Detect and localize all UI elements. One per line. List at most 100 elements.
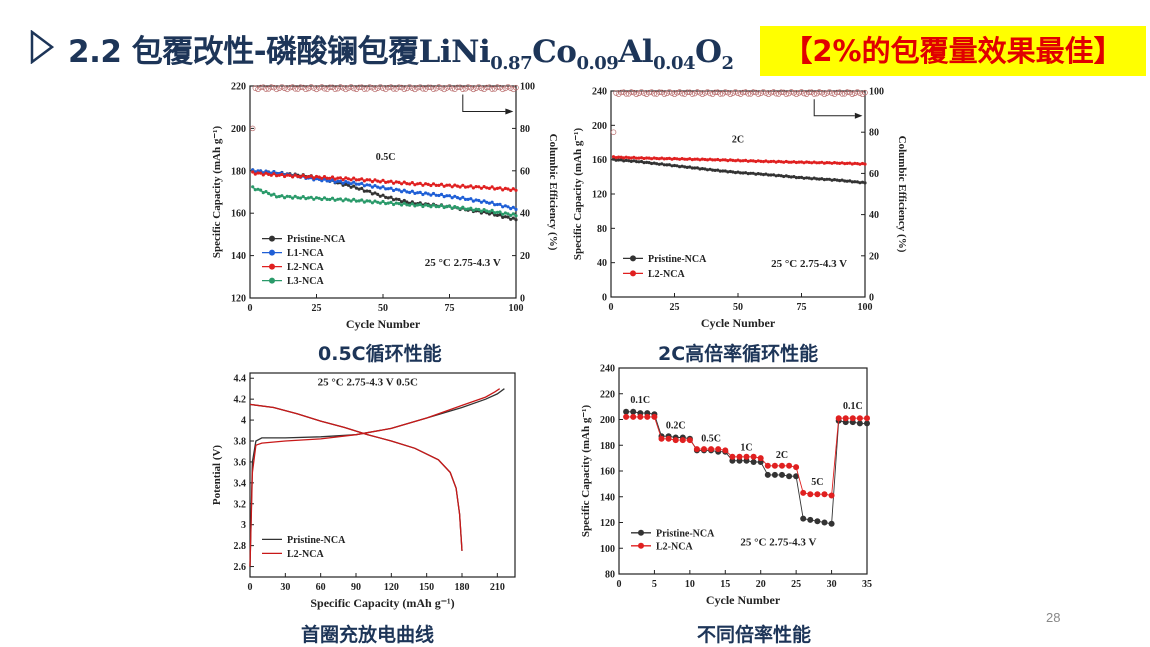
y-tick-label: 220 [231, 82, 246, 93]
rate-point [800, 489, 807, 496]
efficiency-point [460, 86, 466, 92]
efficiency-point [308, 84, 314, 90]
triangle-bullet-icon [30, 30, 54, 64]
rate-point [771, 471, 778, 478]
efficiency-point [476, 84, 482, 90]
efficiency-point [454, 84, 461, 91]
efficiency-point [438, 85, 445, 91]
efficiency-point [707, 90, 713, 97]
plot-frame [249, 372, 516, 578]
condition-label: 25 °C 2.75-4.3 V [740, 537, 816, 549]
y-tick-label: 3.6 [234, 457, 247, 468]
y-tick-label: 160 [592, 155, 607, 166]
x-tick-label: 5 [652, 579, 657, 590]
efficiency-point [623, 91, 629, 97]
efficiency-point [633, 91, 640, 97]
rate-point [672, 437, 679, 444]
efficiency-point [396, 84, 402, 90]
efficiency-point [449, 85, 455, 92]
y-tick-label: 120 [592, 190, 607, 201]
legend-label: L2-NCA [648, 269, 685, 280]
efficiency-point [268, 84, 275, 90]
rate-point [779, 462, 785, 469]
efficiency-point [806, 89, 812, 96]
efficiency-point [735, 90, 741, 97]
efficiency-point [420, 86, 426, 92]
efficiency-point [839, 91, 845, 97]
y-tick-label: 4.4 [234, 374, 247, 385]
x-tick-label: 50 [378, 303, 388, 314]
efficiency-point [499, 86, 506, 93]
rate-point [842, 415, 849, 422]
rate-point [686, 437, 693, 444]
rate-point [736, 453, 743, 460]
efficiency-point [257, 84, 264, 91]
x-tick-label: 25 [791, 579, 801, 590]
efficiency-point [768, 89, 774, 96]
rate-point [864, 415, 870, 422]
efficiency-point [366, 84, 373, 90]
y-tick-label: 180 [600, 441, 615, 452]
efficiency-point [305, 85, 312, 92]
rate-point [630, 413, 637, 420]
efficiency-point [279, 84, 285, 90]
efficiency-point [350, 85, 357, 92]
y-tick-label: 4.2 [234, 395, 247, 406]
efficiency-point [773, 90, 779, 97]
efficiency-point [470, 86, 477, 93]
efficiency-point [369, 84, 376, 91]
efficiency-point [436, 84, 442, 90]
rate-point [800, 515, 807, 522]
slide-header: 2.2 包覆改性-磷酸镧包覆LiNi0.87Co0.09Al0.04O2 【2%… [0, 0, 1150, 90]
legend-label: Pristine-NCA [656, 528, 715, 539]
legend-label: L3-NCA [287, 276, 324, 287]
x-tick-label: 180 [455, 582, 470, 593]
efficiency-point [473, 85, 479, 91]
formula-o: O [695, 34, 722, 70]
efficiency-point [628, 89, 635, 95]
condition-label: 25 °C 2.75-4.3 V [771, 258, 847, 270]
x-tick-label: 75 [797, 302, 807, 313]
x-tick-label: 20 [756, 579, 766, 590]
rate-point [651, 413, 658, 420]
legend-label: L1-NCA [287, 248, 324, 259]
efficiency-point [406, 84, 413, 90]
efficiency-point [674, 90, 680, 96]
efficiency-point [425, 84, 431, 90]
condition-label: 25 °C 2.75-4.3 V [425, 257, 501, 269]
efficiency-point [689, 91, 696, 97]
efficiency-point [740, 89, 746, 96]
y2-tick-label: 60 [520, 166, 530, 177]
chart-charge-discharge: 0 30 60 90 120 150 180 210 2.6 2.8 3 3.2 3.4 3.6 3.8 4 4… [211, 372, 516, 610]
x-tick-label: 50 [733, 302, 743, 313]
rate-series-line [626, 411, 867, 525]
x-tick-label: 150 [419, 582, 434, 593]
y2-tick-label: 40 [869, 210, 879, 221]
rate-point [623, 413, 630, 420]
caption-0-5c: 0.5C循环性能 [318, 343, 442, 365]
efficiency-point [666, 89, 673, 95]
legend-label: Pristine-NCA [287, 234, 346, 245]
x-tick-label: 25 [670, 302, 680, 313]
x-tick-label: 0 [609, 302, 614, 313]
formula-al: Al [618, 34, 654, 70]
efficiency-point [712, 89, 718, 96]
rate-point [814, 518, 821, 525]
y-tick-label: 140 [231, 251, 246, 262]
efficiency-point [489, 86, 495, 92]
efficiency-point [340, 85, 346, 91]
y-axis-label: Potential (V) [211, 445, 223, 506]
rate-point [708, 446, 715, 453]
efficiency-point [727, 91, 734, 98]
efficiency-point [327, 84, 333, 91]
chart-rate-capability: 0 5 10 15 20 25 30 35 80 100 120 140 160 180 200 220 240… [580, 364, 872, 608]
charge-curve [249, 388, 501, 567]
efficiency-point [303, 86, 309, 93]
rate-point [722, 447, 729, 454]
rate-point [786, 462, 793, 469]
efficiency-point [441, 86, 447, 93]
y2-tick-label: 40 [520, 209, 530, 220]
x-tick-label: 60 [316, 582, 326, 593]
rate-point [764, 462, 771, 469]
